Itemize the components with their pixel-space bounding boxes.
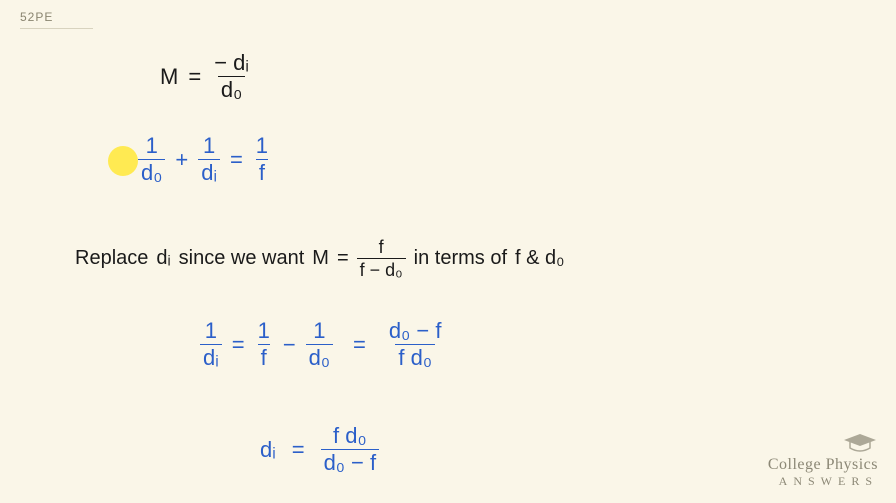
problem-label: 52PE: [20, 10, 93, 29]
sent-p3: in terms of: [414, 247, 507, 270]
eq1-frac: − dᵢ d₀: [211, 52, 252, 101]
watermark: College Physics ANSWERS: [768, 432, 878, 489]
eq2-t3: 1 f: [253, 135, 271, 184]
eq2-eq: =: [230, 147, 243, 173]
eq3-d: d₀ − f f d₀: [386, 320, 445, 369]
sent-M: M: [312, 247, 329, 270]
grad-cap-icon: [842, 432, 878, 454]
eq-di-result: dᵢ = f d₀ d₀ − f: [260, 425, 379, 474]
sent-vars2: f & d₀: [515, 247, 564, 270]
watermark-title: College Physics: [768, 456, 878, 474]
sent-frac: f f − d₀: [357, 238, 406, 279]
eq2-t2: 1 dᵢ: [198, 135, 220, 184]
sent-eq: =: [337, 247, 349, 270]
eq3-eq2: =: [353, 332, 366, 358]
eq4-lhs: dᵢ: [260, 437, 276, 463]
watermark-sub: ANSWERS: [768, 474, 878, 489]
eq2-plus: +: [175, 147, 188, 173]
eq3-eq1: =: [232, 332, 245, 358]
sent-var1: dᵢ: [156, 247, 170, 270]
explanation-line: Replace dᵢ since we want M = f f − d₀ in…: [75, 238, 564, 279]
eq3-c: 1 d₀: [306, 320, 333, 369]
eq3-b: 1 f: [255, 320, 273, 369]
eq2-t1: 1 d₀: [138, 135, 165, 184]
sent-p2: since we want: [179, 247, 305, 270]
highlight-marker: [108, 146, 138, 176]
eq3-a: 1 dᵢ: [200, 320, 222, 369]
eq-solve-di-inv: 1 dᵢ = 1 f − 1 d₀ = d₀ − f f d₀: [200, 320, 444, 369]
eq4-frac: f d₀ d₀ − f: [321, 425, 380, 474]
eq1-eq: =: [188, 64, 201, 90]
eq4-eq: =: [292, 437, 305, 463]
eq-magnification-def: M = − dᵢ d₀: [160, 52, 252, 101]
eq1-lhs: M: [160, 64, 178, 90]
eq3-minus: −: [283, 332, 296, 358]
sent-p1: Replace: [75, 247, 148, 270]
eq-thin-lens: 1 d₀ + 1 dᵢ = 1 f: [138, 135, 271, 184]
